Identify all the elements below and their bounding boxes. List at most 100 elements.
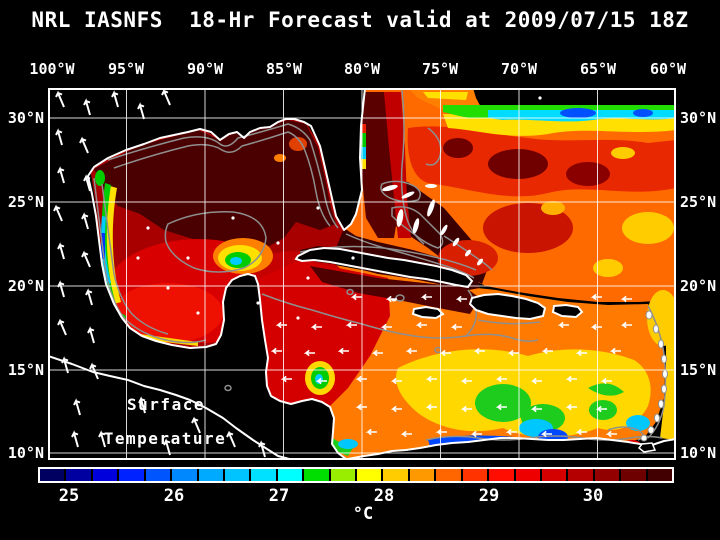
islands bbox=[294, 184, 668, 453]
atl-top-yellow-west bbox=[423, 92, 468, 100]
coastlines bbox=[47, 87, 677, 461]
south-america-land bbox=[348, 438, 676, 460]
caribbean-green-patch bbox=[589, 400, 617, 420]
colorbar-cell bbox=[568, 469, 593, 481]
lon-label-90w: 90°W bbox=[186, 60, 224, 78]
colorbar bbox=[38, 467, 674, 483]
map-annotation-line2: Temperature bbox=[104, 429, 226, 448]
lon-label-70w: 70°W bbox=[500, 60, 538, 78]
lat-label-left-20n: 20°N bbox=[7, 277, 44, 295]
colorbar-cell bbox=[277, 469, 303, 481]
colorbar-cell bbox=[357, 469, 382, 481]
caribbean-cyan-patch bbox=[338, 439, 358, 449]
colorbar-cell bbox=[66, 469, 91, 481]
atl-darkred-blob bbox=[488, 149, 548, 179]
atl-nodata-black bbox=[473, 88, 676, 105]
fl-coast-sliver-yellow bbox=[361, 159, 366, 169]
hispaniola bbox=[468, 292, 547, 321]
lon-label-100w: 100°W bbox=[29, 60, 75, 78]
atl-top-blue-blob bbox=[560, 108, 596, 118]
map-annotation-line1: Surface bbox=[127, 395, 205, 414]
sst-map-canvas: Surface Temperature bbox=[47, 87, 679, 461]
lat-label-right-10n: 10°N bbox=[680, 444, 717, 462]
lat-label-left-15n: 15°N bbox=[7, 361, 44, 379]
jamaica bbox=[411, 305, 445, 320]
fl-coast-sliver-cyan bbox=[361, 147, 366, 159]
fl-coast-sliver-green bbox=[361, 133, 366, 147]
atl-darkred-blob bbox=[566, 162, 610, 186]
campeche-upwelling bbox=[230, 257, 242, 265]
atl-yellow-patch bbox=[593, 259, 623, 277]
colorbar-tick-30: 30 bbox=[582, 486, 604, 506]
fl-coast-sliver-red bbox=[361, 124, 366, 133]
cuba bbox=[294, 246, 474, 289]
lat-label-left-10n: 10°N bbox=[7, 444, 44, 462]
colorbar-cell bbox=[224, 469, 250, 481]
map-frame bbox=[48, 88, 676, 460]
page-title: NRL IASNFS 18-Hr Forecast valid at 2009/… bbox=[31, 8, 689, 32]
colorbar-cell bbox=[198, 469, 223, 481]
colorbar-tick-29: 29 bbox=[478, 486, 500, 506]
atl-red-blob bbox=[438, 240, 498, 276]
colorbar-cell bbox=[489, 469, 514, 481]
colorbar-cell bbox=[515, 469, 541, 481]
lon-label-95w: 95°W bbox=[107, 60, 145, 78]
atl-red-blob bbox=[483, 203, 573, 253]
colorbar-cell bbox=[92, 469, 118, 481]
atl-yellow-patch bbox=[622, 212, 674, 244]
colorbar-cell bbox=[330, 469, 356, 481]
colorbar-cell bbox=[172, 469, 197, 481]
colorbar-cell bbox=[251, 469, 276, 481]
lat-label-right-30n: 30°N bbox=[680, 109, 717, 127]
colorbar-cell bbox=[542, 469, 567, 481]
atl-yellow-patch bbox=[541, 201, 565, 215]
colorbar-cell bbox=[436, 469, 461, 481]
colorbar-cell bbox=[647, 469, 673, 481]
bahamas bbox=[382, 184, 483, 302]
bathymetry-contours bbox=[93, 89, 667, 441]
gulf-red-blob bbox=[113, 283, 223, 343]
caribbean-cyan-patch bbox=[626, 415, 650, 431]
colorbar-tick-28: 28 bbox=[373, 486, 395, 506]
colorbar-unit: °C bbox=[352, 504, 374, 524]
gulf-orange-patch bbox=[274, 154, 286, 162]
sst-map: Surface Temperature bbox=[47, 87, 679, 461]
colorbar-tick-26: 26 bbox=[163, 486, 185, 506]
colorbar-tick-25: 25 bbox=[58, 486, 80, 506]
lesser-antilles bbox=[640, 310, 668, 442]
lat-label-right-15n: 15°N bbox=[680, 361, 717, 379]
colorbar-cell bbox=[409, 469, 435, 481]
colorbar-cell bbox=[304, 469, 329, 481]
gulf-warm-core bbox=[94, 120, 336, 252]
colorbar-cell bbox=[462, 469, 488, 481]
graticule bbox=[48, 88, 676, 460]
colorbar-cell bbox=[119, 469, 144, 481]
lon-label-60w: 60°W bbox=[649, 60, 687, 78]
colorbar-cell bbox=[145, 469, 171, 481]
lat-label-right-20n: 20°N bbox=[680, 277, 717, 295]
coastal-upwelling-yellow bbox=[105, 186, 121, 304]
south-of-cuba-maroon bbox=[310, 266, 480, 314]
colorbar-cell bbox=[594, 469, 620, 481]
north-america-land bbox=[48, 88, 365, 460]
colorbar-cell bbox=[40, 469, 65, 481]
trinidad bbox=[637, 442, 657, 453]
lat-label-left-30n: 30°N bbox=[7, 109, 44, 127]
lat-label-right-25n: 25°N bbox=[680, 193, 717, 211]
colorbar-tick-27: 27 bbox=[268, 486, 290, 506]
colorbar-cell bbox=[621, 469, 646, 481]
lat-label-left-25n: 25°N bbox=[7, 193, 44, 211]
coastal-upwelling-green bbox=[95, 170, 105, 186]
lon-label-85w: 85°W bbox=[265, 60, 303, 78]
lon-label-80w: 80°W bbox=[343, 60, 381, 78]
colorbar-cell bbox=[383, 469, 408, 481]
atl-yellow-patch bbox=[611, 147, 635, 159]
lon-label-75w: 75°W bbox=[421, 60, 459, 78]
puerto-rico bbox=[551, 303, 584, 319]
atl-top-blue-blob bbox=[633, 109, 653, 117]
wind-vectors bbox=[53, 88, 632, 458]
atl-darkred-blob bbox=[443, 138, 473, 158]
caribbean-green-patch bbox=[475, 384, 531, 422]
lon-label-65w: 65°W bbox=[579, 60, 617, 78]
